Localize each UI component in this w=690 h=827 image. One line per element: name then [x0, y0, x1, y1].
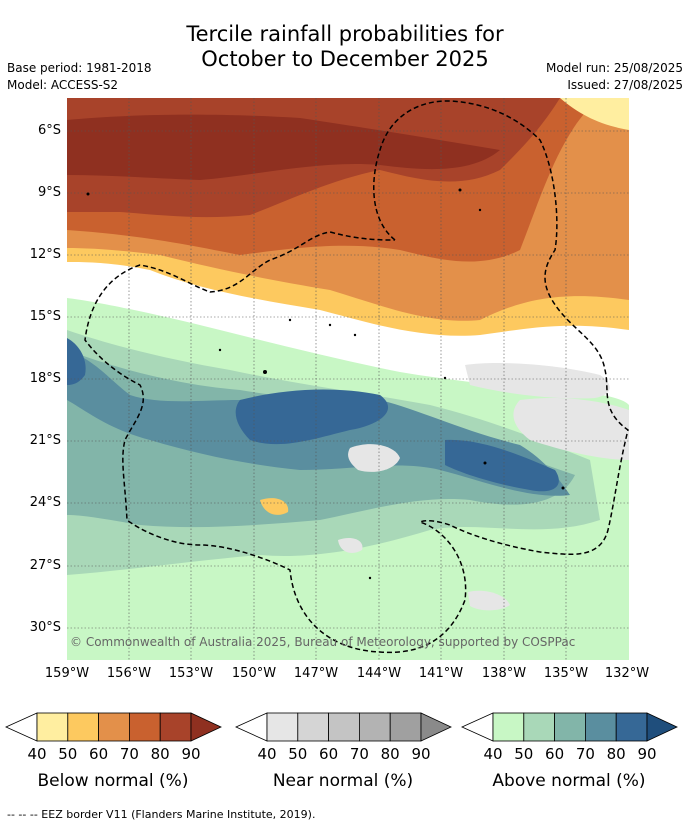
near-patch-2	[513, 398, 629, 460]
copyright-text: © Commonwealth of Australia 2025, Bureau…	[70, 635, 575, 649]
lat-tick: 9°S	[37, 185, 61, 200]
model-run-info: Model run: 25/08/2025 Issued: 27/08/2025	[546, 60, 683, 94]
colorbar-near-tick: 70	[349, 745, 369, 763]
lon-tick: 153°W	[168, 666, 214, 681]
colorbar-above-tick: 60	[545, 745, 565, 763]
lon-tick: 147°W	[293, 666, 339, 681]
colorbar-above-tick: 40	[483, 745, 503, 763]
near-patch-5	[338, 538, 363, 553]
lon-tick: 141°W	[418, 666, 464, 681]
wet-band-80-west	[235, 389, 389, 445]
eez-legend-note: -- -- -- EEZ border V11 (Flanders Marine…	[7, 808, 316, 821]
colorbar-below-tick: 50	[58, 745, 78, 763]
colorbar-near-segment	[297, 712, 329, 742]
dry-patch-south	[260, 498, 289, 515]
colorbar-below-segment	[67, 712, 99, 742]
colorbar-above-segment	[585, 712, 617, 742]
colorbar-near-tick: 40	[257, 745, 277, 763]
model-run: Model run: 25/08/2025	[545, 61, 683, 75]
colorbar-above-label: Above normal (%)	[492, 771, 646, 791]
lon-tick: 159°W	[44, 666, 90, 681]
cbar-near-high-arrow	[420, 712, 452, 742]
colorbar-above-segment	[615, 712, 648, 742]
colorbar-near-segment	[266, 712, 299, 742]
colorbar-below-tick: 60	[89, 745, 109, 763]
lat-tick: 30°S	[29, 620, 61, 635]
colorbar-near-label: Near normal (%)	[272, 771, 414, 791]
islands	[86, 188, 565, 580]
wet-band-80-edge	[67, 338, 86, 385]
lon-tick: 135°W	[543, 666, 589, 681]
graticule	[67, 98, 629, 660]
colorbar-near-tick: 90	[411, 745, 431, 763]
lat-tick: 6°S	[37, 123, 61, 138]
near-patch-4	[468, 590, 510, 611]
colorbar-below	[5, 712, 222, 742]
lat-tick: 27°S	[29, 558, 61, 573]
lon-tick: 150°W	[231, 666, 277, 681]
colorbar-below-segment	[36, 712, 69, 742]
issued-date: Issued: 27/08/2025	[567, 78, 683, 92]
cbar-above-low-arrow	[461, 712, 494, 742]
lat-tick: 12°S	[29, 247, 61, 262]
colorbar-below-segment	[159, 712, 192, 742]
lon-tick: 144°W	[356, 666, 402, 681]
colorbar-below-label: Below normal (%)	[37, 771, 189, 791]
colorbar-near-tick: 80	[380, 745, 400, 763]
cbar-below-low-arrow	[5, 712, 38, 742]
colorbar-below-tick: 70	[119, 745, 139, 763]
colorbar-near	[235, 712, 452, 742]
colorbar-below-tick: 80	[150, 745, 170, 763]
colorbar-above-segment	[492, 712, 525, 742]
title-line-1: Tercile rainfall probabilities for	[186, 22, 504, 46]
lat-tick: 15°S	[29, 309, 61, 324]
colorbar-above-tick: 80	[606, 745, 626, 763]
colorbar-near-tick: 60	[319, 745, 339, 763]
lon-tick: 132°W	[604, 666, 650, 681]
lon-tick: 156°W	[106, 666, 152, 681]
colorbar-above-tick: 70	[575, 745, 595, 763]
base-period: Base period: 1981-2018	[7, 61, 152, 75]
lat-tick: 18°S	[29, 371, 61, 386]
wet-band-80-east	[445, 439, 559, 492]
lat-tick: 24°S	[29, 495, 61, 510]
cbar-above-high-arrow	[646, 712, 678, 742]
model-name: Model: ACCESS-S2	[7, 78, 119, 92]
dry-band-40-ne	[560, 98, 629, 130]
colorbar-near-tick: 50	[288, 745, 308, 763]
near-patch-1	[465, 363, 610, 399]
colorbar-above-tick: 90	[637, 745, 657, 763]
colorbar-near-segment	[359, 712, 391, 742]
map-title: Tercile rainfall probabilities for Octob…	[0, 22, 690, 72]
cbar-near-low-arrow	[235, 712, 268, 742]
dry-band-90	[67, 114, 500, 180]
colorbar-below-tick: 40	[27, 745, 47, 763]
colorbar-near-segment	[328, 712, 360, 742]
colorbar-above-tick: 50	[514, 745, 534, 763]
lon-tick: 138°W	[481, 666, 527, 681]
eez-border	[84, 100, 629, 654]
near-patch-3	[348, 444, 400, 472]
colorbar-below-segment	[98, 712, 130, 742]
colorbar-above	[461, 712, 678, 742]
base-period-info: Base period: 1981-2018 Model: ACCESS-S2	[7, 60, 152, 94]
cbar-below-high-arrow	[190, 712, 222, 742]
colorbar-above-segment	[523, 712, 555, 742]
title-line-2: October to December 2025	[201, 47, 489, 71]
colorbar-near-segment	[389, 712, 422, 742]
colorbar-above-segment	[554, 712, 586, 742]
colorbar-below-tick: 90	[181, 745, 201, 763]
neutral-strip	[67, 262, 629, 390]
lat-tick: 21°S	[29, 433, 61, 448]
colorbar-below-segment	[129, 712, 161, 742]
